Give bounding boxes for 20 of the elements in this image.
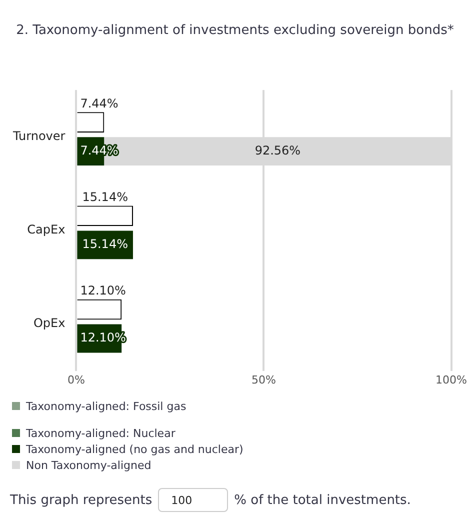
- x-tick-label: 50%: [252, 373, 276, 386]
- number-field: 100: [158, 488, 228, 512]
- data-label: 15.14%: [82, 190, 128, 204]
- legend-label: Taxonomy-aligned: Nuclear: [26, 426, 176, 440]
- legend-label: Non Taxonomy-aligned: [26, 458, 152, 472]
- x-tick-label: 0%: [67, 373, 85, 386]
- x-tick-label: 100%: [436, 373, 468, 386]
- data-label: 12.10%: [80, 283, 126, 298]
- data-label: 92.56%: [254, 143, 301, 158]
- data-label: 15.14%: [82, 237, 128, 252]
- bar: [77, 230, 133, 260]
- text: This graph represents: [10, 492, 152, 508]
- legend-label: Taxonomy-aligned: Fossil gas: [26, 400, 186, 412]
- chart-title: 2. Taxonomy-alignment of investments excluding sovereign bonds*: [15, 22, 455, 40]
- y-tick-label: CapEx: [27, 222, 66, 237]
- y-tick-label: OpEx: [33, 316, 66, 330]
- legend-label: Taxonomy-aligned (no gas and nuclear): [26, 442, 244, 456]
- data-label: 7.44%: [80, 96, 118, 110]
- y-tick-label: Turnover: [12, 128, 66, 143]
- text: % of the total investments.: [234, 492, 411, 508]
